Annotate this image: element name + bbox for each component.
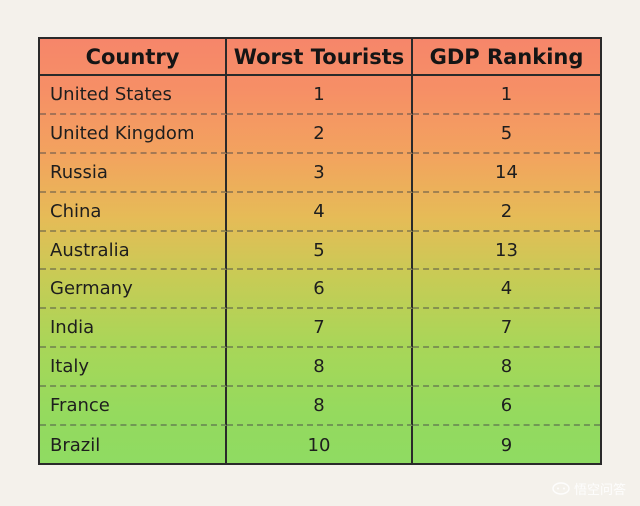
cell-gdp-ranking: 4 xyxy=(413,270,600,310)
watermark: 悟空问答 xyxy=(552,479,626,498)
cell-worst-tourists: 3 xyxy=(227,153,413,193)
header-gdp-ranking: GDP Ranking xyxy=(413,39,600,76)
cell-worst-tourists: 4 xyxy=(227,192,413,232)
cell-worst-tourists: 6 xyxy=(227,270,413,310)
cell-country: Germany xyxy=(40,270,227,310)
cell-gdp-ranking: 7 xyxy=(413,309,600,349)
cell-country: China xyxy=(40,192,227,232)
cell-gdp-ranking: 6 xyxy=(413,387,600,427)
cell-country: United Kingdom xyxy=(40,114,227,154)
cell-country: Australia xyxy=(40,231,227,271)
cell-worst-tourists: 5 xyxy=(227,231,413,271)
watermark-text: 悟空问答 xyxy=(573,483,626,498)
cell-gdp-ranking: 14 xyxy=(413,154,600,193)
cell-gdp-ranking: 9 xyxy=(500,434,513,456)
cell-gdp-ranking: 1 xyxy=(413,76,600,115)
cell-worst-tourists: 2 xyxy=(227,114,413,154)
header-country: Country xyxy=(40,39,227,76)
cell-worst-tourists: 10 xyxy=(227,426,413,465)
cell-worst-tourists: 7 xyxy=(227,309,413,349)
cell-country: Brazil xyxy=(40,426,227,465)
cell-country: Russia xyxy=(40,153,227,193)
cell-gdp-ranking: 2 xyxy=(413,193,600,232)
table-grid: Country Worst Tourists GDP Ranking Unite… xyxy=(40,39,600,465)
cell-gdp-ranking: 5 xyxy=(413,115,600,154)
cell-country: United States xyxy=(40,76,227,115)
chat-bubble-icon xyxy=(552,481,570,495)
cell-gdp-ranking: 13 xyxy=(413,232,600,271)
cell-worst-tourists: 8 xyxy=(227,387,413,427)
header-worst-tourists: Worst Tourists xyxy=(227,39,413,76)
ranking-table: Country Worst Tourists GDP Ranking Unite… xyxy=(38,37,602,465)
cell-country: India xyxy=(40,309,227,349)
cell-gdp-ranking: 8 xyxy=(413,348,600,388)
cell-country: Italy xyxy=(40,348,227,388)
cell-worst-tourists: 8 xyxy=(227,348,413,388)
cell-worst-tourists: 1 xyxy=(227,76,413,115)
cell-country: France xyxy=(40,387,227,427)
